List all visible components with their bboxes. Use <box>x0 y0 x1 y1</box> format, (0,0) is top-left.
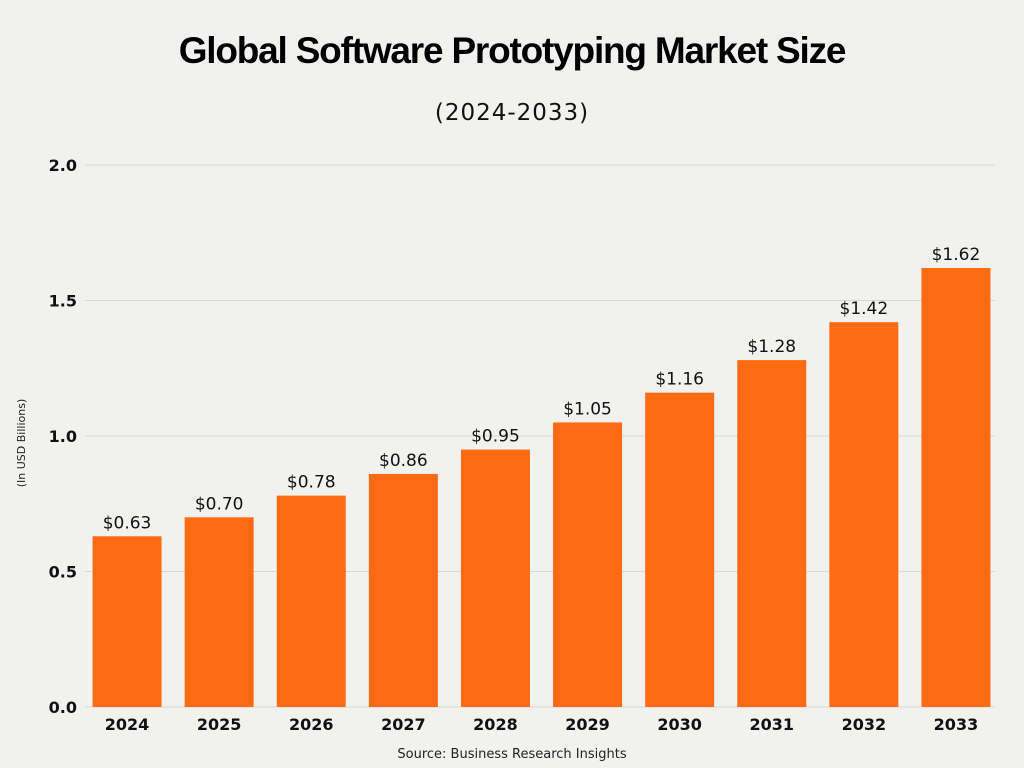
source-note: Source: Business Research Insights <box>397 747 627 762</box>
data-label: $0.95 <box>471 427 520 447</box>
y-tick-label: 1.5 <box>49 292 77 311</box>
data-label: $1.62 <box>932 245 981 265</box>
data-label: $1.42 <box>840 299 889 319</box>
bar-2026 <box>276 495 346 707</box>
chart-subtitle: (2024-2033) <box>434 100 590 126</box>
y-tick-label: 0.0 <box>49 698 77 717</box>
data-label: $0.78 <box>287 473 336 493</box>
data-label: $1.05 <box>563 399 612 419</box>
bar-2032 <box>829 322 899 707</box>
bar-2024 <box>92 536 162 707</box>
y-tick-label: 2.0 <box>49 156 77 175</box>
x-tick-label: 2032 <box>842 715 887 734</box>
y-axis-label: (In USD Billions) <box>15 399 28 488</box>
x-tick-label: 2030 <box>657 715 702 734</box>
x-tick-label: 2025 <box>197 715 242 734</box>
data-label: $1.16 <box>655 370 704 390</box>
x-tick-label: 2029 <box>565 715 610 734</box>
data-label: $0.86 <box>379 451 428 471</box>
bar-2030 <box>645 392 715 707</box>
data-label: $0.70 <box>195 494 244 514</box>
bar-2028 <box>460 449 530 707</box>
y-tick-label: 0.5 <box>49 563 77 582</box>
data-label: $0.63 <box>103 513 152 533</box>
y-tick-label: 1.0 <box>49 427 77 446</box>
x-tick-label: 2024 <box>105 715 150 734</box>
bar-2027 <box>368 473 438 707</box>
x-tick-label: 2031 <box>749 715 794 734</box>
bar-2033 <box>921 267 991 707</box>
bar-2029 <box>553 422 623 707</box>
x-tick-label: 2026 <box>289 715 334 734</box>
bar-2031 <box>737 360 807 707</box>
x-tick-label: 2027 <box>381 715 426 734</box>
data-label: $1.28 <box>747 337 796 357</box>
bar-2025 <box>184 517 254 707</box>
x-tick-label: 2033 <box>934 715 979 734</box>
chart-title: Global Software Prototyping Market Size <box>178 30 847 71</box>
x-tick-label: 2028 <box>473 715 518 734</box>
